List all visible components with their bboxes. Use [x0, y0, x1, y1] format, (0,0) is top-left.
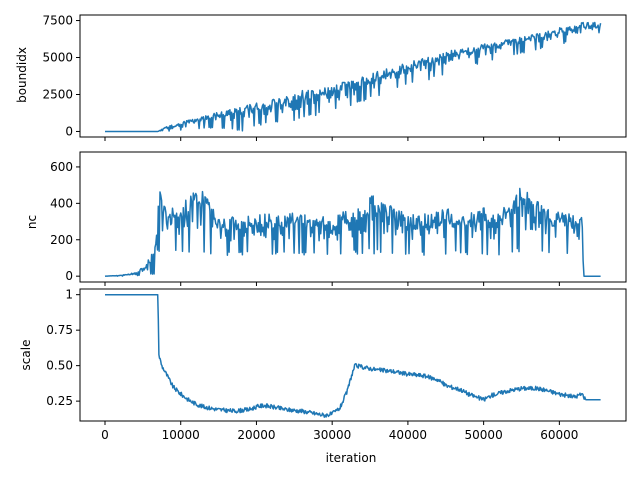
- scale-panel: scale 0.25 0.50 0.75 1 0 10000 20000 30000 40000…: [19, 288, 627, 442]
- x-tick-label: 0: [101, 428, 109, 442]
- scale-axes-frame: [79, 288, 627, 422]
- y-tick-label: 0: [65, 124, 73, 138]
- x-tick-label: 50000: [465, 428, 503, 442]
- y-tick-label: 7500: [42, 14, 73, 28]
- y-tick-label: 1: [65, 288, 73, 302]
- nc-axes-frame: [79, 151, 627, 283]
- x-tick-label: 60000: [540, 428, 578, 442]
- x-tick-label: 30000: [313, 428, 351, 442]
- boundidx-series-line: [105, 21, 602, 133]
- scale-series-line: [104, 293, 601, 418]
- y-tick-label: 600: [50, 160, 73, 174]
- x-axis-label: iteration: [326, 451, 377, 465]
- x-tick-label: 10000: [162, 428, 200, 442]
- boundidx-panel: boundidx 0 2500 5000 7500: [15, 14, 627, 141]
- y-tick-label: 0.25: [46, 394, 73, 408]
- boundidx-axes-frame: [79, 14, 627, 138]
- nc-series-line: [104, 187, 601, 277]
- y-tick-label: 0.50: [46, 359, 73, 373]
- y-tick-label: 2500: [42, 87, 73, 101]
- y-tick-label: 400: [50, 196, 73, 210]
- y-tick-label: 5000: [42, 51, 73, 65]
- y-tick-label: 200: [50, 233, 73, 247]
- x-tick-label: 40000: [389, 428, 427, 442]
- boundidx-ylabel: boundidx: [15, 47, 29, 103]
- y-tick-label: 0: [65, 269, 73, 283]
- nc-ylabel: nc: [25, 215, 39, 229]
- nc-panel: nc 0 200 400 600: [25, 151, 627, 286]
- y-tick-label: 0.75: [46, 323, 73, 337]
- scale-ylabel: scale: [19, 340, 33, 371]
- x-tick-label: 20000: [237, 428, 275, 442]
